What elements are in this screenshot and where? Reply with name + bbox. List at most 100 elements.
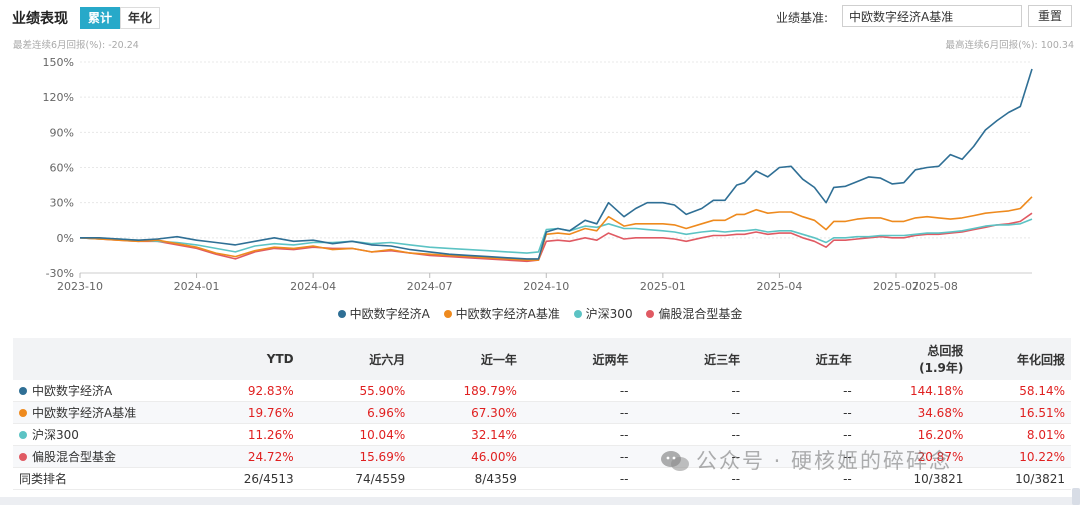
- table-cell: 8.01%: [969, 423, 1071, 446]
- table-header-row: YTD 近六月 近一年 近两年 近三年 近五年 总回报 (1.9年) 年化回报: [13, 338, 1071, 380]
- table-cell: 10.04%: [299, 423, 412, 446]
- series-line: [79, 218, 1033, 254]
- best-6m-return-note: 最高连续6月回报(%): 100.34: [945, 40, 1074, 51]
- row-name-cell: 中欧数字经济A: [13, 380, 191, 402]
- legend-marker: [337, 310, 346, 318]
- row-color-marker: [19, 431, 27, 439]
- legend-label: 沪深300: [585, 307, 633, 321]
- y-tick-label: 60%: [50, 162, 74, 175]
- row-color-marker: [19, 387, 27, 395]
- legend-item-csi300[interactable]: 沪深300: [573, 305, 633, 322]
- table-cell: 11.26%: [191, 423, 300, 446]
- col-header-6m: 近六月: [299, 338, 412, 380]
- returns-table-container: YTD 近六月 近一年 近两年 近三年 近五年 总回报 (1.9年) 年化回报 中…: [13, 338, 1071, 490]
- table-cell: --: [522, 445, 635, 468]
- table-cell: --: [746, 380, 858, 402]
- section-title: 业绩表现: [12, 11, 68, 27]
- x-tick-label: 2024-07: [407, 280, 453, 293]
- table-row: 沪深300 11.26% 10.04% 32.14% -- -- -- 16.20% 8.01%: [13, 423, 1071, 446]
- tab-annualized[interactable]: 年化: [120, 7, 161, 29]
- series-line: [79, 196, 1033, 261]
- col-header-total-line1: 总回报: [927, 344, 964, 358]
- row-color-marker: [19, 453, 27, 461]
- y-tick-label: 90%: [50, 126, 74, 139]
- row-name-label: 同类排名: [19, 472, 68, 486]
- y-tick-label: 30%: [50, 197, 74, 210]
- legend-item-fund[interactable]: 中欧数字经济A: [337, 305, 430, 322]
- table-cell: --: [634, 467, 747, 490]
- legend-label: 中欧数字经济A基准: [455, 307, 560, 321]
- table-cell: 10/3821: [969, 467, 1071, 490]
- table-cell: 92.83%: [191, 380, 300, 402]
- row-name-label: 沪深300: [32, 428, 79, 442]
- table-cell: 10/3821: [857, 467, 970, 490]
- series-line: [80, 68, 1033, 260]
- row-color-marker: [19, 409, 27, 417]
- reset-button[interactable]: 重置: [1028, 5, 1072, 27]
- table-cell: 16.51%: [969, 401, 1071, 424]
- row-name-label: 偏股混合型基金: [32, 450, 117, 464]
- legend-item-equity-hybrid[interactable]: 偏股混合型基金: [646, 305, 742, 322]
- table-cell: 10.22%: [969, 445, 1071, 468]
- chart-legend: 中欧数字经济A 中欧数字经济A基准 沪深300 偏股混合型基金: [0, 305, 1080, 322]
- x-tick-label: 2025-07: [873, 280, 919, 293]
- tab-cumulative[interactable]: 累计: [80, 7, 121, 29]
- bottom-scrollbar[interactable]: [0, 497, 1080, 505]
- table-cell: --: [522, 467, 635, 490]
- x-tick-label: 2024-10: [523, 280, 569, 293]
- table-cell: 16.20%: [857, 423, 970, 446]
- col-header-2y: 近两年: [522, 338, 635, 380]
- col-header-name: [13, 338, 191, 380]
- table-cell: 20.87%: [857, 445, 970, 468]
- table-cell: 8/4359: [411, 467, 523, 490]
- legend-marker: [443, 310, 452, 318]
- table-cell: --: [634, 423, 747, 446]
- col-header-total: 总回报 (1.9年): [857, 338, 970, 380]
- returns-table: YTD 近六月 近一年 近两年 近三年 近五年 总回报 (1.9年) 年化回报 中…: [13, 338, 1071, 490]
- legend-item-benchmark[interactable]: 中欧数字经济A基准: [443, 305, 560, 322]
- table-cell: --: [634, 380, 747, 402]
- table-cell: 6.96%: [299, 401, 412, 424]
- y-tick-label: -30%: [46, 267, 74, 280]
- row-name-cell: 中欧数字经济A基准: [13, 401, 191, 424]
- legend-label: 偏股混合型基金: [658, 307, 743, 321]
- row-name-cell: 沪深300: [13, 423, 191, 446]
- table-row: 中欧数字经济A基准 19.76% 6.96% 67.30% -- -- -- 34.68% 16…: [13, 401, 1071, 424]
- legend-marker: [646, 310, 655, 318]
- y-tick-label: 120%: [43, 91, 74, 104]
- x-tick-label: 2025-04: [756, 280, 802, 293]
- table-cell: --: [746, 423, 858, 446]
- col-header-total-line2: (1.9年): [919, 361, 964, 375]
- watermark-text: 公众号 · 硬核姬的碎碎念: [696, 449, 953, 473]
- wechat-icon: [661, 451, 689, 471]
- table-cell: 58.14%: [969, 380, 1071, 402]
- y-tick-label: 0%: [57, 232, 74, 245]
- table-cell: --: [522, 423, 635, 446]
- x-tick-label: 2025-01: [640, 280, 686, 293]
- row-name-cell: 偏股混合型基金: [13, 445, 191, 468]
- x-tick-label: 2024-04: [290, 280, 336, 293]
- header-bar: 业绩表现 累计 年化 业绩基准: 中欧数字经济A基准 重置: [0, 0, 1080, 36]
- scroll-handle[interactable]: [1072, 488, 1080, 505]
- table-cell: 67.30%: [411, 401, 523, 424]
- table-cell: --: [746, 401, 858, 424]
- legend-label: 中欧数字经济A: [349, 307, 430, 321]
- col-header-1y: 近一年: [411, 338, 523, 380]
- y-tick-label: 150%: [43, 56, 74, 69]
- x-tick-label: 2024-01: [174, 280, 220, 293]
- table-cell: --: [522, 380, 635, 402]
- x-tick-label: 2023-10: [57, 280, 103, 293]
- x-tick-label: 2025-08: [912, 280, 958, 293]
- col-header-3y: 近三年: [634, 338, 747, 380]
- benchmark-select[interactable]: 中欧数字经济A基准: [842, 5, 1022, 27]
- row-name-cell: 同类排名: [13, 467, 191, 490]
- worst-6m-return-note: 最差连续6月回报(%): -20.24: [13, 40, 139, 51]
- table-cell: --: [634, 401, 747, 424]
- series-line: [79, 212, 1033, 263]
- table-cell: 34.68%: [857, 401, 970, 424]
- table-cell: --: [522, 401, 635, 424]
- watermark: 公众号 · 硬核姬的碎碎念: [660, 445, 952, 475]
- table-cell: 46.00%: [411, 445, 523, 468]
- table-cell: 55.90%: [299, 380, 412, 402]
- performance-line-chart: 150% 120% 90% 60% 30% 0% -30%2023-10 2024-01 202…: [43, 56, 1033, 293]
